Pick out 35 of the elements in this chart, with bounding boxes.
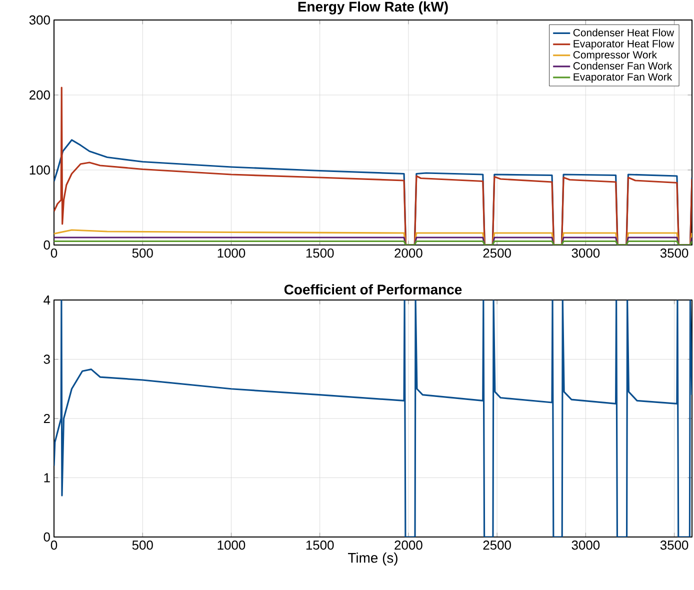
legend-label: Condenser Fan Work bbox=[573, 62, 672, 70]
x-tick-label: 3000 bbox=[572, 540, 600, 550]
y-tick-label: 100 bbox=[30, 165, 50, 175]
legend-label: Evaporator Fan Work bbox=[574, 72, 672, 83]
line-series bbox=[54, 229, 692, 245]
x-tick-label: 1000 bbox=[218, 540, 246, 550]
x-tick-label: 2000 bbox=[394, 540, 422, 550]
legend-label: Evaporator Heat Flow bbox=[574, 40, 674, 50]
y-tick-label: 0 bbox=[44, 240, 50, 250]
x-tick-label: 3500 bbox=[660, 248, 688, 258]
y-tick-label: 300 bbox=[29, 15, 50, 25]
chart-title: Coefficient of Performance bbox=[284, 284, 462, 294]
x-tick-label: 0 bbox=[50, 248, 58, 258]
legend-label: Condenser Heat Flow bbox=[573, 28, 674, 36]
y-tick-label: 3 bbox=[44, 354, 50, 364]
legend-label: Compressor Work bbox=[573, 50, 657, 61]
line-series bbox=[54, 300, 692, 537]
y-tick-label: 4 bbox=[44, 296, 50, 304]
x-axis-title: Time (s) bbox=[348, 552, 398, 566]
y-tick-label: 1 bbox=[44, 473, 50, 482]
x-tick-label: 0 bbox=[50, 540, 58, 550]
x-tick-label: 1500 bbox=[306, 248, 334, 258]
y-tick-label: 200 bbox=[30, 90, 50, 100]
chart-title: Energy Flow Rate (kW) bbox=[298, 1, 448, 14]
x-tick-label: 2500 bbox=[483, 248, 511, 258]
x-tick-label: 3000 bbox=[572, 248, 600, 258]
x-tick-label: 500 bbox=[132, 248, 153, 258]
x-tick-label: 1500 bbox=[306, 540, 334, 550]
x-tick-label: 1000 bbox=[218, 248, 246, 258]
y-tick-label: 0 bbox=[44, 532, 50, 542]
x-tick-label: 500 bbox=[132, 540, 153, 550]
y-tick-label: 2 bbox=[44, 414, 50, 424]
x-tick-label: 3500 bbox=[660, 540, 688, 550]
x-tick-label: 2500 bbox=[483, 540, 511, 550]
x-tick-label: 2000 bbox=[394, 248, 422, 258]
